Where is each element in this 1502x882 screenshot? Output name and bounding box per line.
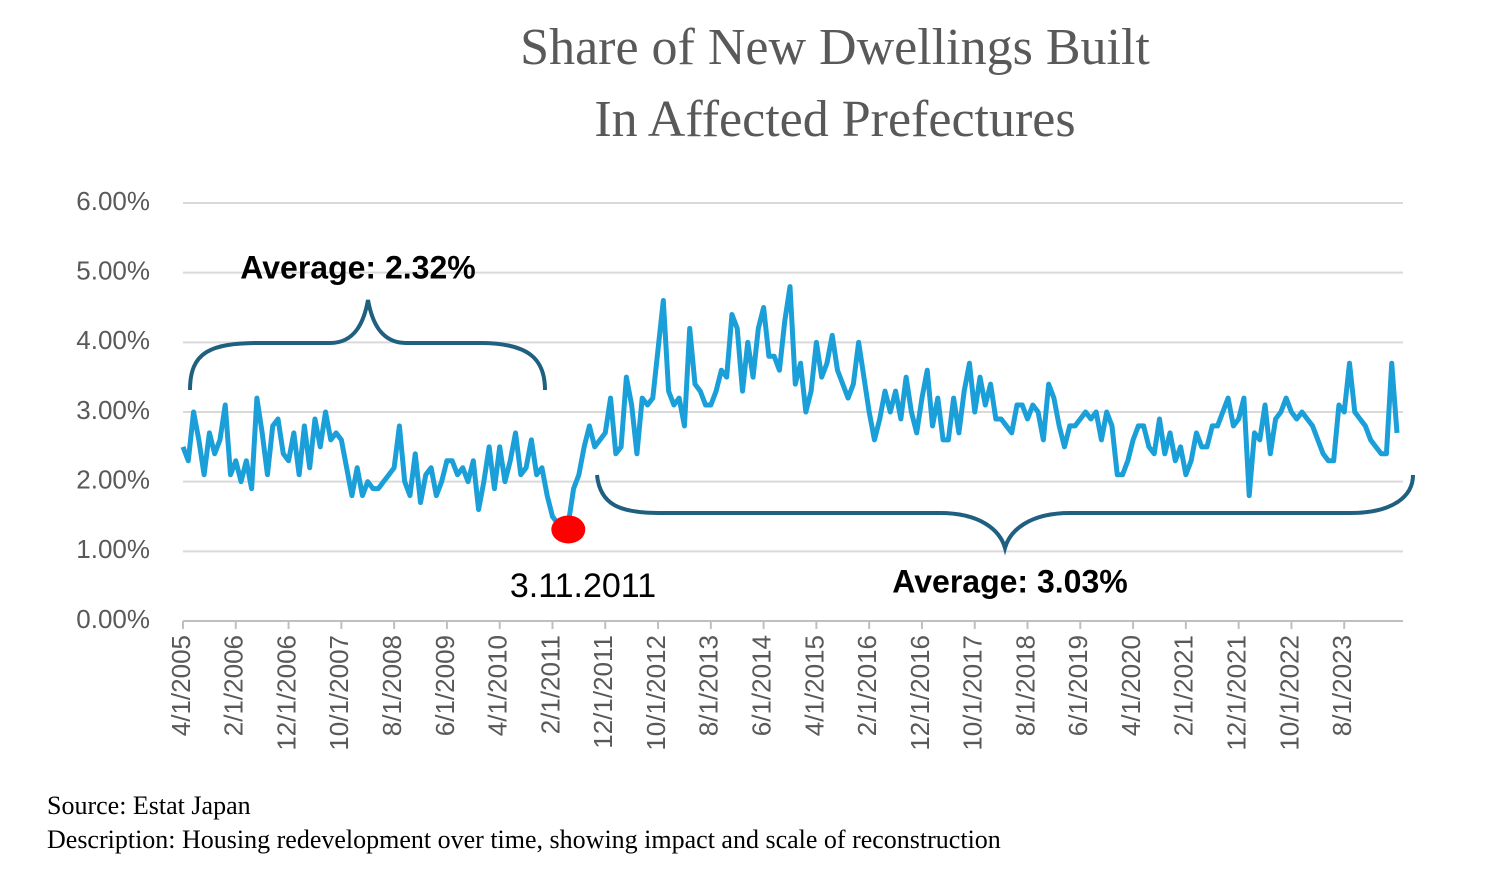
- x-tick-label: 12/1/2006: [271, 635, 301, 751]
- y-tick-label: 0.00%: [76, 604, 150, 634]
- x-tick-label: 6/1/2019: [1063, 635, 1093, 736]
- y-tick-label: 2.00%: [76, 465, 150, 495]
- x-tick-label: 10/1/2017: [958, 635, 988, 751]
- y-tick-label: 5.00%: [76, 256, 150, 286]
- x-tick-label: 10/1/2012: [641, 635, 671, 751]
- source: Source: Estat Japan: [47, 791, 251, 820]
- description: Description: Housing redevelopment over …: [47, 825, 1001, 854]
- x-tick-label: 6/1/2014: [746, 635, 776, 736]
- x-tick-label: 4/1/2010: [483, 635, 513, 736]
- x-tick-label: 12/1/2021: [1222, 635, 1252, 751]
- x-tick-label: 8/1/2008: [377, 635, 407, 736]
- x-tick-label: 10/1/2007: [324, 635, 354, 751]
- x-tick-label: 4/1/2020: [1116, 635, 1146, 736]
- x-tick-label: 8/1/2018: [1010, 635, 1040, 736]
- highlight-point: [551, 515, 586, 544]
- brace: [188, 299, 547, 391]
- x-tick-label: 12/1/2016: [905, 635, 935, 751]
- x-tick-label: 2/1/2016: [852, 635, 882, 736]
- x-tick-label: 4/1/2005: [166, 635, 196, 736]
- annotation: Average: 3.03%: [892, 563, 1127, 599]
- y-tick-label: 4.00%: [76, 325, 150, 355]
- x-tick-label: 10/1/2022: [1274, 635, 1304, 751]
- y-tick-label: 6.00%: [76, 186, 150, 216]
- brace: [595, 474, 1415, 556]
- highlight-label: 3.11.2011: [510, 567, 656, 605]
- annotation: Average: 2.32%: [240, 249, 475, 285]
- x-tick-label: 2/1/2011: [535, 635, 565, 734]
- x-tick-label: 12/1/2011: [588, 635, 618, 749]
- y-tick-label: 3.00%: [76, 395, 150, 425]
- x-tick-label: 8/1/2023: [1327, 635, 1357, 736]
- chart-title: Share of New Dwellings Built In Affected …: [520, 19, 1150, 148]
- x-tick-label: 2/1/2021: [1169, 635, 1199, 736]
- x-tick-label: 8/1/2013: [694, 635, 724, 736]
- x-tick-label: 2/1/2006: [219, 635, 249, 736]
- y-tick-label: 1.00%: [76, 534, 150, 564]
- line: [180, 284, 1400, 526]
- x-tick-label: 6/1/2009: [430, 635, 460, 736]
- x-tick-label: 4/1/2015: [799, 635, 829, 736]
